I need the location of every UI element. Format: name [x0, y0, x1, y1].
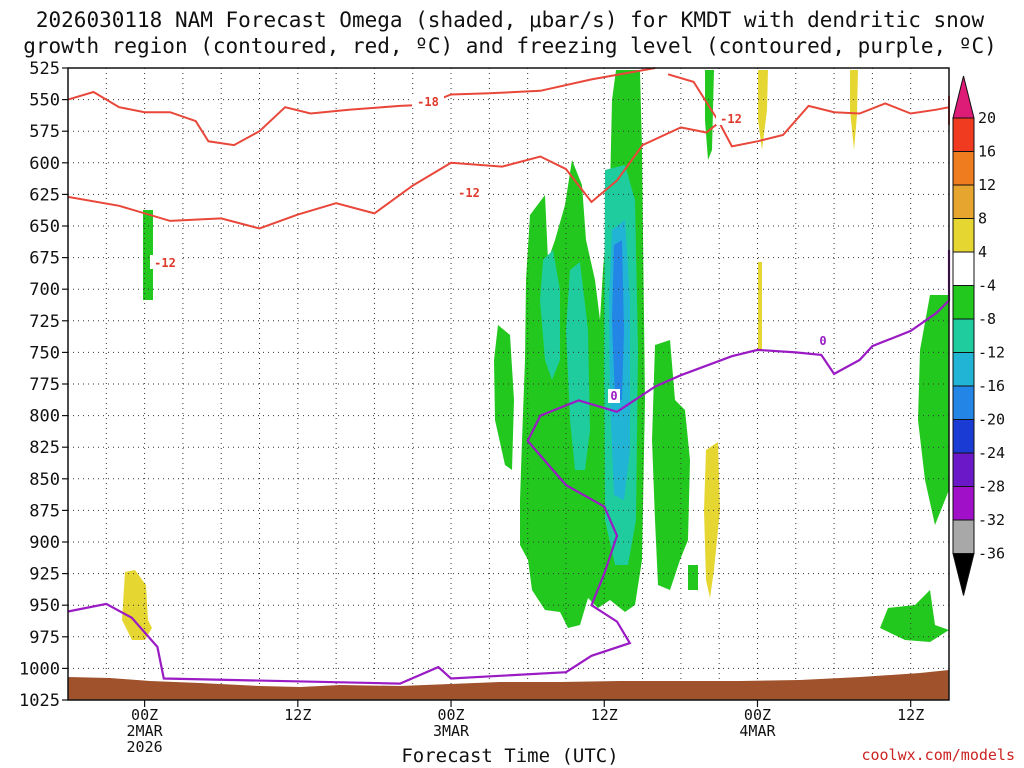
- shade-mid-lift-2: [566, 262, 590, 470]
- y-tick-label: 875: [29, 501, 60, 521]
- y-tick-label: 950: [29, 596, 60, 616]
- colorbar-label: -32: [978, 511, 1005, 529]
- y-tick-label: 600: [29, 154, 60, 174]
- y-tick-label: 675: [29, 249, 60, 269]
- colorbar-swatch: [952, 419, 975, 454]
- y-tick-label: 775: [29, 375, 60, 395]
- colorbar-label: 12: [978, 176, 996, 194]
- x-tick-label: 00Z: [744, 706, 771, 724]
- contour-label-zero-mid: 0: [610, 389, 617, 403]
- colorbar-label: -12: [978, 344, 1005, 362]
- colorbar-top-arrow: [952, 75, 975, 119]
- terrain-ground: [68, 670, 949, 700]
- y-tick-label: 575: [29, 122, 60, 142]
- y-tick-label: 925: [29, 565, 60, 585]
- contour-label-minus12-mid: -12: [458, 186, 480, 200]
- y-axis-ticks: 525 550 575 600 625 650 675 700 725 750 775 800 825 8…: [19, 59, 68, 711]
- chart-title-line-2: growth region (contoured, red, ºC) and f…: [23, 34, 997, 58]
- x-axis-label: Forecast Time (UTC): [401, 745, 618, 767]
- x-tick-label: 00Z: [131, 706, 158, 724]
- y-tick-label: 750: [29, 343, 60, 363]
- y-tick-label: 550: [29, 91, 60, 111]
- chart-title-line-1: 2026030118 NAM Forecast Omega (shaded, μ…: [36, 8, 985, 32]
- colorbar-label: -28: [978, 478, 1005, 496]
- y-tick-label: 800: [29, 407, 60, 427]
- colorbar-swatch: [952, 151, 975, 186]
- colorbar-swatch: [952, 318, 975, 353]
- colorbar-swatch: [952, 486, 975, 521]
- shade-weak-sink-mid: [704, 442, 720, 598]
- shade-left-strip: [143, 210, 153, 300]
- colorbar-label: 4: [978, 243, 987, 261]
- y-tick-label: 625: [29, 185, 60, 205]
- dgz-lower-isotherm-line: [67, 111, 733, 230]
- y-tick-label: 900: [29, 533, 60, 553]
- colorbar-swatch: [952, 218, 975, 253]
- shade-far-right: [918, 295, 949, 525]
- shade-small-lowblob: [688, 565, 698, 590]
- y-tick-label: 1000: [19, 659, 60, 679]
- omega-shading: [122, 70, 949, 642]
- colorbar-label: -36: [978, 545, 1005, 563]
- colorbar-swatch: [952, 251, 975, 286]
- x-tick-label: 12Z: [284, 706, 311, 724]
- x-tick-label: 4MAR: [739, 722, 776, 740]
- shade-weak-sink-thin: [758, 262, 762, 350]
- y-tick-label: 850: [29, 470, 60, 490]
- x-tick-label: 3MAR: [433, 722, 470, 740]
- colorbar-swatch: [952, 452, 975, 487]
- credit-text: coolwx.com/models: [861, 746, 1015, 764]
- colorbar-swatch: [952, 385, 975, 420]
- shade-weak-sink-left: [122, 570, 152, 640]
- shade-strong-core: [612, 240, 624, 400]
- colorbar-swatch: [952, 285, 975, 320]
- shade-weak-sink-top2: [850, 70, 858, 150]
- contour-label-zero-right: 0: [819, 334, 826, 348]
- contour-labels: -18 -12 -12 -12 0 0: [150, 94, 829, 403]
- x-tick-label: 12Z: [591, 706, 618, 724]
- colorbar-label: -24: [978, 444, 1005, 462]
- colorbar-bottom-arrow: [952, 553, 975, 596]
- colorbar-label: -16: [978, 377, 1005, 395]
- y-tick-label: 650: [29, 217, 60, 237]
- x-tick-label: 12Z: [897, 706, 924, 724]
- y-tick-label: 700: [29, 280, 60, 300]
- colorbar: 20 16 12 8 4 -4 -8 -12 -16 -20 -24 -28 -32 -36: [952, 75, 1005, 596]
- x-tick-label: 00Z: [437, 706, 464, 724]
- y-tick-label: 525: [29, 59, 60, 79]
- colorbar-label: 20: [978, 109, 996, 127]
- x-tick-label: 2MAR: [127, 722, 164, 740]
- shade-secondary-lift-left: [494, 325, 514, 470]
- contour-label-minus18: -18: [417, 95, 439, 109]
- contour-label-minus12-upper: -12: [720, 112, 742, 126]
- shade-mid-lift: [540, 250, 560, 380]
- shade-right-edge-upper: [705, 70, 714, 160]
- shade-weak-sink-top1: [758, 70, 768, 150]
- y-tick-label: 725: [29, 312, 60, 332]
- y-tick-label: 1025: [19, 691, 60, 711]
- colorbar-swatch: [952, 352, 975, 387]
- y-tick-label: 825: [29, 438, 60, 458]
- colorbar-label: -20: [978, 411, 1005, 429]
- contour-label-minus12-left: -12: [154, 256, 176, 270]
- shade-right-column: [652, 340, 690, 590]
- x-tick-label: 2026: [127, 738, 163, 756]
- dgz-upper-isotherm-line: [67, 67, 656, 147]
- colorbar-swatch: [952, 117, 975, 152]
- y-tick-label: 975: [29, 628, 60, 648]
- colorbar-label: 8: [978, 210, 987, 228]
- colorbar-swatch: [952, 184, 975, 219]
- colorbar-label: -8: [978, 310, 996, 328]
- colorbar-label: 16: [978, 143, 996, 161]
- colorbar-swatch: [952, 519, 975, 554]
- colorbar-label: -4: [978, 277, 996, 295]
- shade-far-right-low: [880, 590, 949, 642]
